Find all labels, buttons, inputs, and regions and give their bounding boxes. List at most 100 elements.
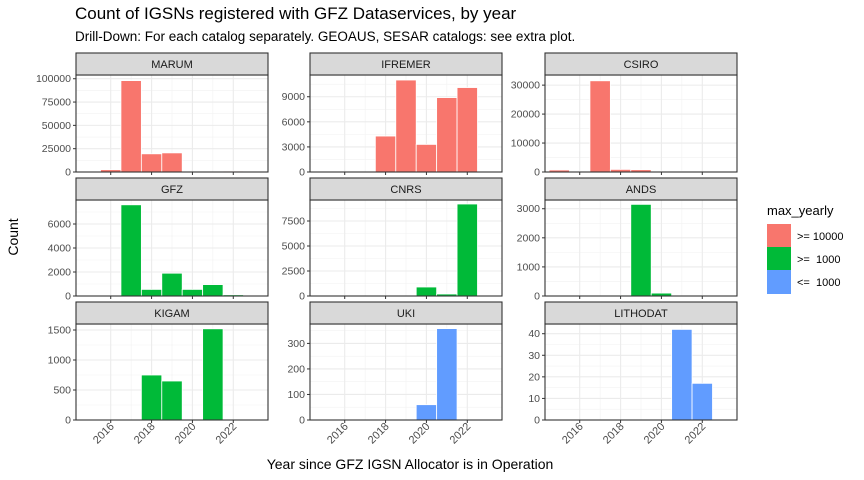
strip-label-marum: MARUM bbox=[151, 59, 193, 71]
legend-key-medium bbox=[767, 247, 791, 271]
y-tick-label: 4000 bbox=[48, 243, 72, 255]
y-tick-label: 0 bbox=[299, 167, 305, 179]
x-tick-label: 2016 bbox=[325, 421, 351, 447]
panel-marum: MARUM 0 25000 50000 75000 100000 bbox=[36, 52, 269, 179]
strip-csiro bbox=[544, 52, 738, 76]
y-tick-label: 30 bbox=[528, 350, 540, 362]
bar-marum-2018 bbox=[140, 153, 163, 173]
panel-ands: ANDS 0 1000 2000 3000 bbox=[517, 177, 738, 303]
panel-kigam: KIGAM 0 500 1000 1500 2016 2018 2020 2022 bbox=[48, 301, 269, 447]
legend-key-high bbox=[767, 224, 791, 248]
legend-title: max_yearly bbox=[767, 203, 834, 218]
y-tick-label: 3000 bbox=[517, 203, 541, 215]
y-tick-label: 75000 bbox=[42, 97, 71, 109]
x-tick-label: 2018 bbox=[132, 421, 158, 447]
y-tick-label: 0 bbox=[534, 415, 540, 427]
strip-marum bbox=[75, 52, 269, 76]
bar-gfz-2020 bbox=[181, 288, 204, 297]
y-tick-label: 0 bbox=[299, 291, 305, 303]
bar-ifremer-2021 bbox=[436, 97, 458, 173]
x-tick-label: 2022 bbox=[683, 421, 709, 447]
legend-label-high: >= 10000 bbox=[797, 231, 844, 243]
bar-ifremer-2018 bbox=[374, 135, 397, 173]
y-tick-label: 3000 bbox=[282, 141, 306, 153]
legend-key-low bbox=[767, 270, 791, 294]
bar-ands-2019 bbox=[630, 203, 652, 297]
panel-csiro: CSIRO 0 10000 20000 30000 bbox=[511, 52, 738, 179]
y-tick-label: 0 bbox=[65, 415, 71, 427]
bar-gfz-2017 bbox=[120, 204, 142, 297]
y-tick-label: 0 bbox=[299, 415, 305, 427]
bar-kigam-2018 bbox=[140, 374, 163, 421]
bar-lithodat-2022 bbox=[691, 382, 713, 421]
bar-cnrs-2020 bbox=[415, 286, 438, 297]
y-tick-label: 40 bbox=[528, 328, 540, 340]
y-tick-label: 100 bbox=[287, 389, 305, 401]
x-tick-label: 2020 bbox=[407, 421, 433, 447]
strip-kigam bbox=[75, 301, 269, 325]
y-tick-label: 0 bbox=[65, 167, 71, 179]
x-tick-label: 2020 bbox=[642, 421, 668, 447]
y-tick-label: 20000 bbox=[511, 109, 540, 121]
y-tick-label: 2500 bbox=[282, 266, 306, 278]
strip-label-ifremer: IFREMER bbox=[381, 59, 431, 71]
bar-lithodat-2021 bbox=[671, 328, 693, 421]
strip-cnrs bbox=[309, 177, 503, 201]
y-tick-label: 6000 bbox=[48, 219, 72, 231]
x-tick-label: 2022 bbox=[214, 421, 240, 447]
bar-ifremer-2019 bbox=[395, 79, 417, 173]
bar-uki-2020 bbox=[415, 404, 438, 421]
legend-label-medium: >= 1000 bbox=[797, 254, 841, 266]
y-tick-label: 1000 bbox=[517, 261, 541, 273]
x-tick-label: 2016 bbox=[91, 421, 117, 447]
bar-gfz-2021 bbox=[202, 284, 224, 297]
y-tick-label: 10000 bbox=[511, 138, 540, 150]
strip-lithodat bbox=[544, 301, 738, 325]
x-tick-label: 2020 bbox=[173, 421, 199, 447]
chart-subtitle: Drill-Down: For each catalog separately.… bbox=[75, 29, 576, 44]
strip-label-ands: ANDS bbox=[626, 184, 657, 196]
strip-label-kigam: KIGAM bbox=[154, 308, 189, 320]
strip-gfz bbox=[75, 177, 269, 201]
y-tick-label: 1500 bbox=[48, 325, 72, 337]
bar-marum-2019 bbox=[161, 152, 183, 173]
panel-lithodat: LITHODAT 0 10 20 30 40 2016 2018 2020 2022 bbox=[528, 301, 738, 447]
bar-ifremer-2022 bbox=[456, 87, 478, 173]
x-tick-label: 2018 bbox=[366, 421, 392, 447]
y-tick-label: 5000 bbox=[282, 241, 306, 253]
y-tick-label: 0 bbox=[65, 291, 71, 303]
panel-uki: UKI 0 100 200 300 2016 2018 2020 2022 bbox=[287, 301, 503, 447]
x-tick-label: 2018 bbox=[601, 421, 627, 447]
y-axis-title: Count bbox=[5, 218, 21, 255]
y-tick-label: 50000 bbox=[42, 120, 71, 132]
y-tick-label: 10 bbox=[528, 393, 540, 405]
bar-marum-2017 bbox=[120, 80, 142, 173]
panel-gfz: GFZ 0 2000 4000 6000 bbox=[48, 177, 269, 303]
bar-csiro-2017 bbox=[589, 80, 611, 173]
y-tick-label: 6000 bbox=[282, 116, 306, 128]
y-tick-label: 0 bbox=[534, 291, 540, 303]
x-tick-label: 2022 bbox=[448, 421, 474, 447]
y-tick-label: 7500 bbox=[282, 216, 306, 228]
y-tick-label: 0 bbox=[534, 167, 540, 179]
strip-label-lithodat: LITHODAT bbox=[614, 308, 668, 320]
strip-label-csiro: CSIRO bbox=[624, 59, 659, 71]
strip-label-cnrs: CNRS bbox=[390, 184, 421, 196]
y-tick-label: 300 bbox=[287, 338, 305, 350]
strip-label-gfz: GFZ bbox=[161, 184, 183, 196]
y-tick-label: 2000 bbox=[48, 267, 72, 279]
y-tick-label: 25000 bbox=[42, 143, 71, 155]
bar-kigam-2019 bbox=[161, 380, 183, 421]
y-tick-label: 9000 bbox=[282, 91, 306, 103]
panel-ifremer: IFREMER 0 3000 6000 9000 bbox=[282, 52, 503, 179]
y-tick-label: 200 bbox=[287, 363, 305, 375]
legend-label-low: <= 1000 bbox=[797, 277, 841, 289]
x-tick-label: 2016 bbox=[560, 421, 586, 447]
y-tick-label: 100000 bbox=[36, 73, 71, 85]
bar-kigam-2021 bbox=[202, 328, 224, 421]
panel-cnrs: CNRS 0 2500 5000 7500 bbox=[282, 177, 503, 303]
strip-ands bbox=[544, 177, 738, 201]
chart-title: Count of IGSNs registered with GFZ Datas… bbox=[75, 4, 517, 23]
bar-uki-2021 bbox=[436, 328, 458, 421]
